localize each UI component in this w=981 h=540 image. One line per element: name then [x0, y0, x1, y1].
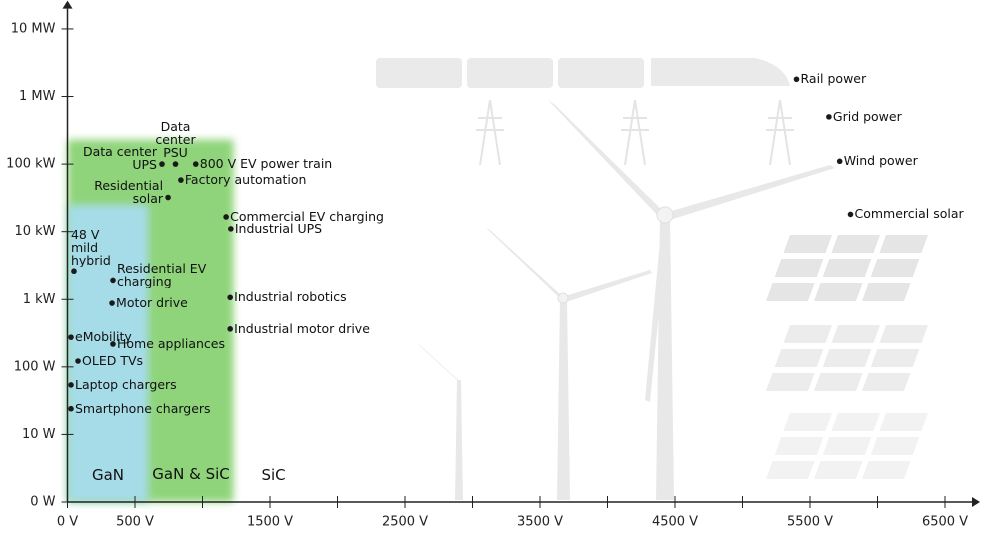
x-axis-arrow — [972, 497, 980, 507]
point-label-box: Residential solar — [94, 177, 164, 205]
point-label: Residential solar — [94, 177, 164, 205]
point-label-box: Industrial robotics — [234, 289, 347, 305]
point-label-box: Industrial UPS — [234, 220, 323, 236]
point-label: OLED TVs — [82, 353, 144, 368]
point-label: Residential EV charging — [116, 261, 207, 289]
y-tick-label: 100 kW — [6, 157, 55, 172]
region-label: SiC — [261, 466, 286, 484]
y-tick-label: 10 kW — [14, 224, 55, 239]
y-tick-label: 1 kW — [23, 292, 56, 307]
x-tick-label: 5500 V — [787, 515, 833, 530]
y-tick-label: 1 MW — [19, 89, 56, 104]
point-label: Motor drive — [116, 295, 188, 310]
point-label: Data center UPS — [82, 144, 157, 172]
regions: GaN GaN & SiC SiC — [67, 139, 286, 503]
data-point — [159, 161, 165, 167]
data-point — [110, 341, 116, 347]
x-tick-label: 1500 V — [247, 515, 293, 530]
y-tick-label: 100 W — [14, 359, 56, 374]
data-point — [68, 382, 74, 388]
data-point — [847, 211, 854, 218]
point-label-box: Motor drive — [116, 295, 188, 310]
point-label: Factory automation — [184, 172, 307, 188]
data-point — [227, 326, 233, 332]
point-label: Home appliances — [116, 335, 226, 351]
data-point — [75, 358, 81, 364]
background-decoration — [376, 58, 928, 500]
data-point — [836, 158, 843, 165]
points: Rail power Grid power Wind power Commercial… — [68, 71, 964, 416]
region-label-box: GaN — [91, 466, 125, 484]
data-point — [223, 214, 229, 220]
point-label: Data center PSU — [155, 119, 196, 160]
point-label: Wind power — [843, 153, 918, 169]
x-tick-label: 4500 V — [652, 515, 698, 530]
data-point — [71, 268, 77, 275]
region-label-box: GaN & SiC — [152, 465, 230, 483]
point-label-box: Factory automation — [184, 172, 307, 188]
point-label: Industrial UPS — [234, 220, 323, 236]
point-label-box: Rail power — [800, 71, 867, 87]
data-point — [228, 226, 234, 232]
x-tick-label: 500 V — [116, 515, 154, 530]
point-label: Laptop chargers — [75, 376, 177, 392]
y-tick-label: 10 W — [22, 427, 56, 442]
y-tick-label: 10 MW — [11, 21, 56, 36]
data-point — [110, 277, 116, 284]
point-label-box: Grid power — [832, 108, 902, 124]
point-label-box: Commercial EV charging — [230, 208, 384, 224]
point-label-box: Industrial motor drive — [234, 320, 370, 336]
point-label: eMobility — [75, 329, 132, 345]
data-point — [793, 76, 800, 83]
region-label: GaN & SiC — [152, 465, 230, 483]
data-point — [192, 161, 199, 167]
point-label-box: Commercial solar — [854, 206, 964, 222]
x-tick-label: 6500 V — [922, 515, 968, 530]
y-axis-arrow — [62, 0, 73, 9]
point-label: Smartphone chargers — [75, 400, 211, 416]
region-label-box: SiC — [261, 466, 286, 484]
point-label: Industrial robotics — [234, 289, 347, 305]
point-label: Grid power — [832, 108, 902, 124]
point-label: Commercial solar — [854, 206, 964, 222]
point-label-box: Home appliances — [116, 335, 226, 351]
point-label-box: Wind power — [843, 153, 918, 169]
data-point — [68, 405, 74, 412]
x-tick-label: 0 V — [57, 515, 78, 530]
data-point — [172, 161, 179, 167]
point-label-box: eMobility — [75, 329, 132, 345]
point-label: Rail power — [800, 71, 867, 87]
data-point — [68, 334, 74, 340]
data-point — [109, 300, 115, 306]
x-tick-label: 3500 V — [517, 515, 563, 530]
region — [67, 204, 149, 503]
point-label-box: Smartphone chargers — [75, 400, 211, 416]
point-label-box: Residential EV charging — [116, 261, 207, 289]
point-label: Industrial motor drive — [234, 320, 370, 336]
point-label-box: OLED TVs — [82, 353, 144, 368]
point-label: Commercial EV charging — [230, 208, 384, 224]
point-label-box: 800 V EV power train — [199, 156, 333, 172]
data-point — [165, 194, 171, 201]
point-label-box: Laptop chargers — [75, 376, 177, 392]
data-point — [826, 114, 832, 120]
data-point — [227, 294, 233, 301]
point-label-box: 48 V mild hybrid — [70, 227, 111, 268]
y-tick-label: 0 W — [30, 495, 55, 510]
data-point — [178, 177, 184, 183]
axes: 0 V 500 V 1500 V 2500 V 3500 V 4500 V 5500 V 65… — [6, 0, 980, 530]
x-tick-label: 2500 V — [382, 515, 428, 530]
point-label: 48 V mild hybrid — [70, 227, 111, 268]
point-label-box: Data center PSU — [155, 119, 196, 160]
region-label: GaN — [91, 466, 125, 484]
point-label-box: Data center UPS — [82, 144, 157, 172]
point-label: 800 V EV power train — [199, 156, 333, 172]
